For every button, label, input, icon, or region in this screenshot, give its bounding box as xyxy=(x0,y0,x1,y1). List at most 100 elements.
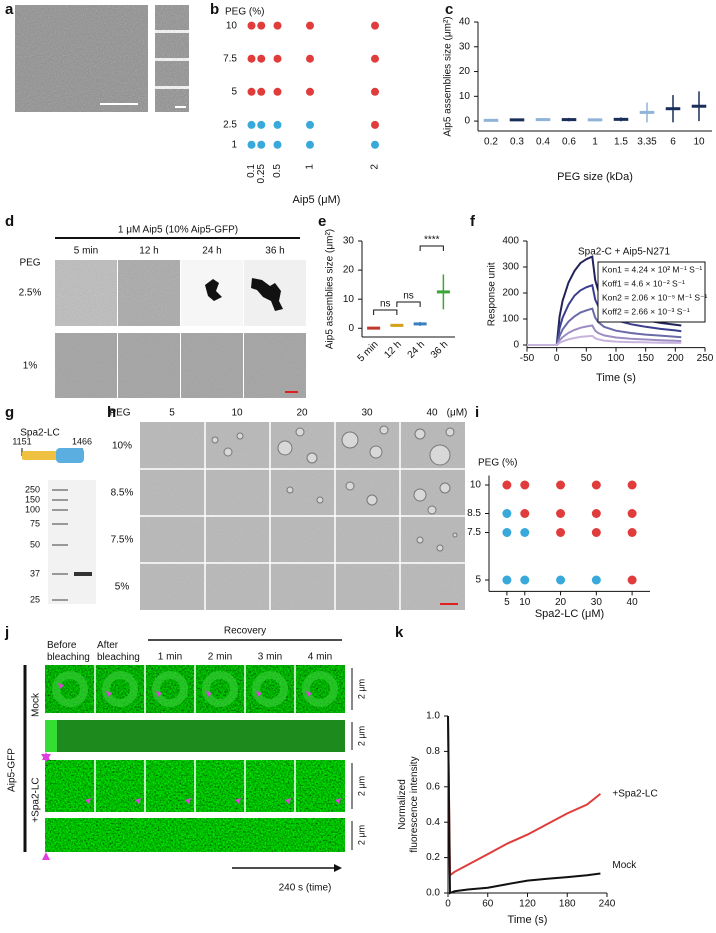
column-label: 5 xyxy=(169,408,175,419)
point xyxy=(520,480,530,490)
x-tick-label: 0 xyxy=(445,899,451,910)
x-tick-label: 0.25 xyxy=(256,164,267,184)
scale-label: 2 μm xyxy=(356,726,366,746)
point xyxy=(591,509,601,518)
x-tick-label: 0.6 xyxy=(562,137,576,148)
x-tick-label: 180 xyxy=(559,899,576,910)
x-axis-label: PEG size (kDa) xyxy=(557,171,633,183)
column-label: 1 min xyxy=(158,652,182,663)
point xyxy=(306,54,314,63)
header: 1 μM Aip5 (10% Aip5-GFP) xyxy=(118,225,238,236)
point xyxy=(247,140,256,149)
column-label: 10 xyxy=(231,408,243,419)
x-tick-label: 10 xyxy=(693,137,705,148)
panel-label: a xyxy=(5,1,14,18)
point xyxy=(591,528,601,537)
ladder-label: 150 xyxy=(25,494,40,504)
y-tick-label: 20 xyxy=(459,66,471,77)
column-label: 40 xyxy=(426,408,438,419)
row-label: 10% xyxy=(112,441,132,452)
x-tick-label: 120 xyxy=(519,899,536,910)
point xyxy=(247,21,256,30)
panel-label: k xyxy=(395,624,404,641)
column-label: 5 min xyxy=(74,246,98,257)
y-axis-label: Response unit xyxy=(487,262,498,326)
y-tick-label: 10 xyxy=(470,480,482,491)
ladder-label: 250 xyxy=(25,484,40,494)
x-tick-label: 0 xyxy=(554,353,560,364)
annotation: Koff1 = 4.6 × 10⁻² S⁻¹ xyxy=(602,278,685,288)
x-axis-label: Spa2-LC (μM) xyxy=(535,608,604,620)
column-label: 3 min xyxy=(258,652,282,663)
mean-marker xyxy=(691,104,707,108)
mean-marker xyxy=(509,118,525,122)
y-tick-label: 0.2 xyxy=(426,852,440,863)
mean-marker xyxy=(413,322,427,326)
row-label: +Spa2-LC xyxy=(31,777,42,822)
point xyxy=(502,509,512,518)
x-axis-label: Time (s) xyxy=(596,372,636,384)
micrograph-a xyxy=(15,5,189,112)
significance: **** xyxy=(424,235,440,246)
point xyxy=(371,54,379,63)
row-label: PEG xyxy=(109,408,130,419)
significance: ns xyxy=(403,291,414,302)
point xyxy=(556,509,566,518)
y-tick-label: 10 xyxy=(343,294,355,305)
mean-marker xyxy=(483,118,499,122)
scale-label: 2 μm xyxy=(356,776,366,796)
x-tick-label: 36 h xyxy=(429,339,451,361)
y-tick-label: 100 xyxy=(502,314,519,325)
x-axis-label: Time (s) xyxy=(508,914,548,926)
row-label: PEG xyxy=(19,258,40,269)
annotation: Koff2 = 2.66 × 10⁻³ S⁻¹ xyxy=(602,306,690,316)
point xyxy=(371,21,379,30)
y-tick-label: 0 xyxy=(464,116,470,127)
micrograph-d xyxy=(55,237,306,398)
x-tick-label: 30 xyxy=(591,597,603,608)
mean-marker xyxy=(665,107,681,111)
line xyxy=(527,334,682,346)
column-label: 24 h xyxy=(202,246,221,257)
row-label: 7.5% xyxy=(111,535,134,546)
x-tick-label: 1 xyxy=(305,164,316,170)
point xyxy=(273,54,282,63)
ladder-label: 75 xyxy=(30,518,40,528)
point xyxy=(627,575,637,585)
x-tick-label: 3.35 xyxy=(637,137,657,148)
x-tick-label: 1.5 xyxy=(614,137,628,148)
y-tick-label: 5 xyxy=(475,575,481,586)
y-tick-label: 1.0 xyxy=(426,711,440,722)
bracket xyxy=(419,245,444,251)
line xyxy=(527,307,682,346)
y-tick-label: 400 xyxy=(502,236,519,247)
column-label: After bleaching xyxy=(97,640,140,663)
row-label: Aip5-GFP xyxy=(7,748,18,792)
point xyxy=(273,87,282,96)
column-label: 2 min xyxy=(208,652,232,663)
point xyxy=(371,87,379,96)
panel-label: b xyxy=(210,1,219,18)
x-tick-label: 0.5 xyxy=(272,164,283,178)
line xyxy=(447,715,601,895)
point xyxy=(556,575,566,585)
protein: Spa2-LC xyxy=(20,428,59,439)
point xyxy=(257,54,266,63)
x-tick-label: 40 xyxy=(627,597,639,608)
x-tick-label: 10 xyxy=(519,597,531,608)
chart-title: Spa2-C + Aip5-N271 xyxy=(578,247,670,258)
ladder-label: 100 xyxy=(25,504,40,514)
x-tick-label: 0.4 xyxy=(536,137,550,148)
point xyxy=(247,54,256,63)
x-tick-label: 100 xyxy=(608,353,625,364)
point xyxy=(257,140,266,149)
row-label: 5% xyxy=(115,582,130,593)
panel-label: g xyxy=(5,404,14,421)
x-axis-label: Aip5 (μM) xyxy=(293,194,341,206)
annotation-box xyxy=(597,261,706,323)
y-axis-label: Aip5 assemblies size (μm²) xyxy=(325,229,336,349)
point xyxy=(627,528,637,537)
